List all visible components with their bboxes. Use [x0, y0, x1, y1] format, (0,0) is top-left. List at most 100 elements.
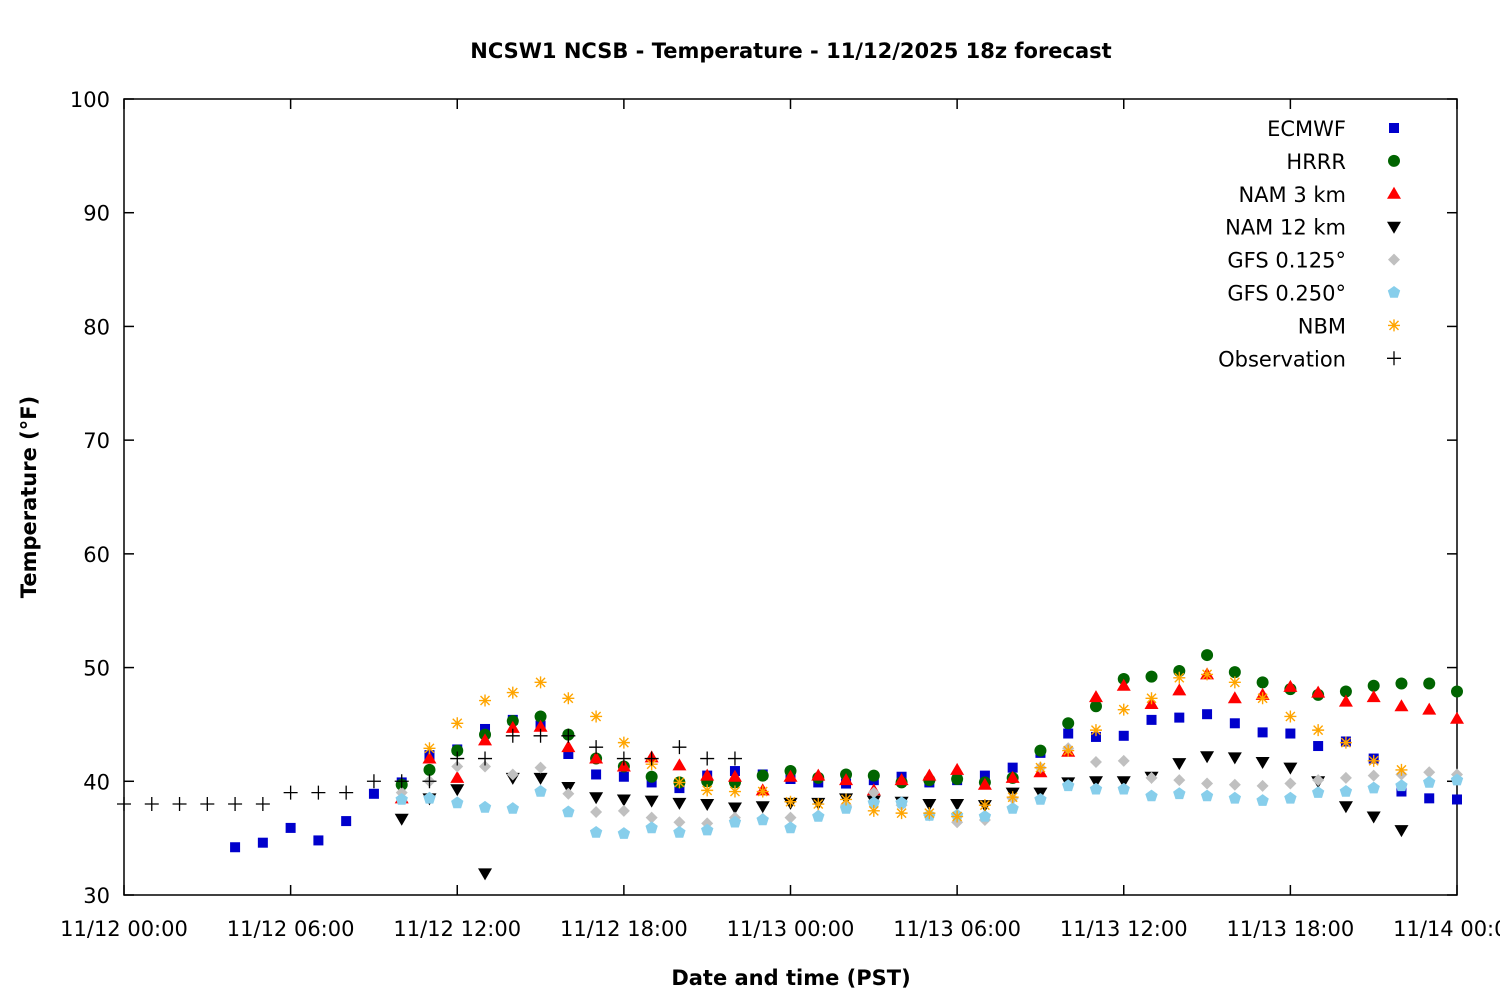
data-point-gfs-0-125: [645, 811, 658, 824]
data-point-nam-12-km: [1088, 776, 1103, 789]
data-point-ecmwf: [1174, 712, 1185, 723]
data-point-observation: [589, 740, 604, 755]
data-point-ecmwf: [1257, 727, 1268, 738]
data-point-hrrr: [1089, 700, 1102, 713]
data-point-gfs-0-250: [1089, 782, 1103, 795]
data-points: [117, 649, 1464, 881]
x-tick-label: 11/13 18:00: [1227, 917, 1355, 941]
data-point-observation: [144, 797, 159, 812]
data-point-gfs-0-250: [1312, 786, 1325, 798]
data-point-ecmwf: [1146, 714, 1157, 725]
data-point-nam-3-km: [700, 768, 715, 781]
data-point-observation: [172, 797, 187, 812]
data-point-nbm: [617, 736, 630, 749]
data-point-nam-12-km: [1172, 758, 1187, 771]
data-point-hrrr: [1339, 685, 1352, 698]
data-point-gfs-0-250: [617, 827, 631, 839]
data-point-gfs-0-250: [451, 796, 464, 809]
x-tick-label: 11/12 00:00: [60, 917, 188, 941]
data-point-nam-12-km: [1116, 776, 1131, 789]
x-axis-label: Date and time (PST): [671, 966, 910, 990]
data-point-gfs-0-250: [1367, 781, 1380, 794]
data-point-nam-3-km: [839, 773, 854, 786]
data-point-nam-12-km: [616, 794, 631, 807]
data-point-ecmwf: [1063, 728, 1074, 739]
data-point-gfs-0-250: [1284, 791, 1297, 804]
data-point-nbm: [728, 785, 741, 798]
legend-marker-gfs-0-250: [1387, 286, 1401, 298]
chart-title: NCSW1 NCSB - Temperature - 11/12/2025 18…: [470, 39, 1111, 63]
data-point-hrrr: [423, 763, 436, 776]
data-point-nam-12-km: [1366, 811, 1381, 824]
data-point-gfs-0-250: [1062, 779, 1075, 792]
x-tick-label: 11/13 00:00: [727, 917, 855, 941]
data-point-observation: [672, 740, 687, 755]
y-tick-label: 100: [70, 88, 110, 112]
legend-marker-nam-3-km: [1387, 186, 1401, 199]
data-point-gfs-0-125: [562, 787, 575, 800]
data-point-nbm: [1201, 668, 1214, 681]
data-point-observation: [727, 751, 742, 766]
data-point-nbm: [784, 795, 797, 808]
data-point-hrrr: [1395, 677, 1408, 690]
data-point-nam-3-km: [589, 751, 604, 764]
data-point-hrrr: [1451, 685, 1463, 698]
series-observation: [117, 728, 742, 812]
data-point-nam-3-km: [533, 719, 548, 732]
data-point-nbm: [895, 807, 908, 820]
legend-label: NBM: [1298, 314, 1346, 338]
legend-marker-observation: [1387, 351, 1401, 366]
data-point-nam-3-km: [1172, 683, 1187, 696]
data-point-nbm: [1256, 692, 1269, 705]
data-point-gfs-0-125: [534, 761, 547, 774]
data-point-nbm: [1173, 671, 1186, 684]
data-point-gfs-0-125: [451, 760, 464, 773]
data-point-hrrr: [1201, 649, 1214, 662]
data-point-nbm: [1228, 676, 1241, 689]
data-point-gfs-0-250: [1450, 773, 1464, 786]
data-point-gfs-0-250: [534, 785, 547, 797]
data-point-hrrr: [1423, 677, 1436, 690]
data-point-gfs-0-125: [479, 760, 492, 773]
data-point-nbm: [1312, 724, 1325, 737]
data-point-ecmwf: [230, 842, 241, 853]
data-point-nbm: [534, 676, 547, 689]
data-point-observation: [283, 785, 298, 800]
data-point-ecmwf: [979, 770, 990, 781]
data-point-gfs-0-125: [1339, 771, 1352, 784]
data-point-gfs-0-125: [590, 805, 603, 818]
data-point-gfs-0-250: [1117, 782, 1130, 795]
data-point-nbm: [562, 692, 575, 705]
data-point-nbm: [1006, 791, 1019, 804]
y-tick-label: 60: [83, 543, 110, 567]
data-point-ecmwf: [1396, 786, 1407, 797]
data-point-hrrr: [645, 770, 658, 783]
data-point-nam-12-km: [950, 799, 965, 812]
data-point-nam-3-km: [1227, 691, 1242, 704]
data-point-gfs-0-250: [1034, 793, 1047, 805]
data-point-nbm: [923, 807, 936, 820]
data-point-observation: [450, 751, 465, 766]
legend-label: GFS 0.250°: [1227, 282, 1346, 306]
data-point-hrrr: [451, 744, 464, 757]
y-tick-label: 80: [83, 315, 110, 339]
data-point-nam-3-km: [450, 770, 465, 783]
data-point-nbm: [1284, 710, 1297, 723]
data-point-ecmwf: [1424, 793, 1435, 804]
data-point-gfs-0-250: [1173, 787, 1186, 800]
data-point-ecmwf: [1007, 762, 1018, 773]
legend-label: NAM 12 km: [1225, 216, 1346, 240]
data-point-nam-3-km: [811, 768, 826, 781]
data-point-nbm: [701, 784, 714, 797]
data-point-observation: [700, 751, 715, 766]
axis-ticks: 30 40 50 60 70 80 90 100 11/12 00:00 11/12 06:00 1…: [60, 88, 1500, 941]
data-point-ecmwf: [257, 837, 268, 848]
data-point-nam-3-km: [422, 751, 437, 764]
data-point-gfs-0-125: [673, 816, 686, 829]
data-point-nam-3-km: [894, 773, 909, 786]
data-point-nbm: [1089, 724, 1102, 737]
data-point-gfs-0-125: [867, 786, 880, 799]
x-tick-label: 11/12 18:00: [560, 917, 688, 941]
data-point-hrrr: [1145, 670, 1158, 683]
